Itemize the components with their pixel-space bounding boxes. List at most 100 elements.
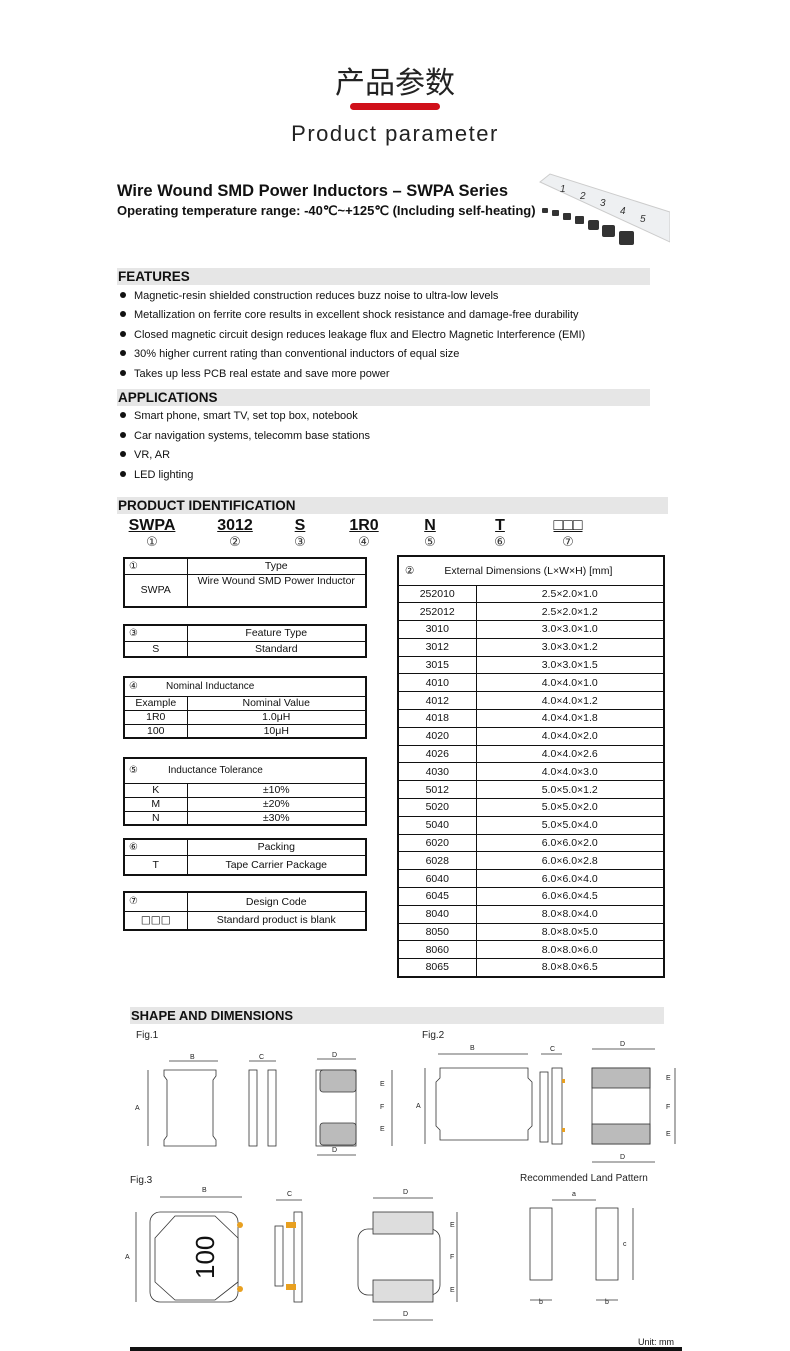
table-cell: N <box>123 810 188 826</box>
svg-text:F: F <box>666 1104 670 1111</box>
table-row: 3010 3.0×3.0×1.0 <box>397 620 665 639</box>
part-code-number: ④ <box>358 535 370 550</box>
size-dimensions: 3.0×3.0×1.2 <box>475 637 665 657</box>
table-row: 3015 3.0×3.0×1.5 <box>397 655 665 675</box>
table-row: 252012 2.5×2.0×1.2 <box>397 602 665 622</box>
table-num: ② <box>405 564 415 577</box>
size-code: 4030 <box>397 762 477 782</box>
size-code: 6045 <box>397 887 477 906</box>
table-cell: M <box>123 796 188 812</box>
size-code: 8065 <box>397 958 477 978</box>
size-dimensions: 2.5×2.0×1.2 <box>475 602 665 622</box>
svg-text:C: C <box>550 1046 555 1053</box>
ruler-mark: 3 <box>600 198 606 209</box>
ruler-mark: 1 <box>560 184 566 195</box>
size-dimensions: 4.0×4.0×1.8 <box>475 709 665 728</box>
fig1-side-view: C <box>248 1054 277 1147</box>
table-cell: 100 <box>123 723 188 739</box>
table-row: 5012 5.0×5.0×1.2 <box>397 780 665 800</box>
fig2-bottom-view: D D E F E <box>591 1041 676 1163</box>
size-code: 3012 <box>397 637 477 657</box>
svg-text:E: E <box>666 1075 671 1082</box>
svg-text:c: c <box>623 1241 627 1248</box>
size-dimensions: 6.0×6.0×4.0 <box>475 869 665 889</box>
table-title: Type <box>186 557 367 575</box>
size-dimensions: 8.0×8.0×5.0 <box>475 922 665 942</box>
features-heading: FEATURES <box>117 268 650 285</box>
table-row: 5040 5.0×5.0×4.0 <box>397 815 665 835</box>
size-dimensions: 3.0×3.0×1.5 <box>475 655 665 675</box>
table-cell: S <box>123 640 188 658</box>
feature-item: Magnetic-resin shielded construction red… <box>120 289 498 303</box>
part-code-number: ① <box>146 535 158 550</box>
svg-text:A: A <box>125 1254 130 1261</box>
size-code: 6040 <box>397 869 477 889</box>
table-title: Feature Type <box>186 624 367 642</box>
table-cell: SWPA <box>123 573 188 608</box>
part-code-segment: T <box>495 517 505 534</box>
fig2-top-view: BA <box>416 1045 533 1144</box>
application-item: LED lighting <box>120 468 193 482</box>
fig1-bottom-view: D D E F E <box>315 1052 393 1156</box>
part-code-segment: 1R0 <box>349 517 379 534</box>
svg-text:E: E <box>380 1126 385 1133</box>
svg-text:A: A <box>416 1103 421 1110</box>
feature-item: Metallization on ferrite core results in… <box>120 308 579 322</box>
size-dimensions: 8.0×8.0×4.0 <box>475 904 665 924</box>
table-row: 6028 6.0×6.0×2.8 <box>397 851 665 871</box>
part-code-number: ⑥ <box>494 535 506 550</box>
table-cell: 1R0 <box>123 709 188 725</box>
application-item: Car navigation systems, telecomm base st… <box>120 429 370 443</box>
table-cell: ±20% <box>186 796 367 812</box>
column-header: Nominal Value <box>186 695 367 711</box>
size-code: 8040 <box>397 904 477 924</box>
table-num: ③ <box>123 624 188 642</box>
size-dimensions: 6.0×6.0×2.0 <box>475 833 665 853</box>
application-item: Smart phone, smart TV, set top box, note… <box>120 409 358 423</box>
title-accent-bar <box>350 103 440 110</box>
fig3-bottom-view: D D E F E <box>357 1189 458 1321</box>
size-code: 4018 <box>397 709 477 728</box>
table-cell: Wire Wound SMD Power Inductor <box>186 573 367 608</box>
svg-text:D: D <box>332 1052 337 1059</box>
size-code: 4020 <box>397 726 477 746</box>
svg-text:F: F <box>450 1254 454 1261</box>
svg-text:E: E <box>450 1287 455 1294</box>
table-row: 6020 6.0×6.0×2.0 <box>397 833 665 853</box>
size-dimensions: 6.0×6.0×2.8 <box>475 851 665 871</box>
table-row: 5020 5.0×5.0×2.0 <box>397 798 665 817</box>
fig3-label: Fig.3 <box>130 1175 153 1186</box>
size-code: 3010 <box>397 620 477 639</box>
product-ruler-image: 1 2 3 4 5 <box>539 173 670 245</box>
identification-heading: PRODUCT IDENTIFICATION <box>117 497 668 514</box>
packing-table: ⑥ Packing T Tape Carrier Package <box>123 838 367 876</box>
part-code-segment: 3012 <box>217 517 253 534</box>
design-code-table: ⑦ Design Code □□□ Standard product is blan… <box>123 891 367 931</box>
size-dimensions: 4.0×4.0×2.6 <box>475 744 665 764</box>
table-row: 4030 4.0×4.0×3.0 <box>397 762 665 782</box>
size-code: 5040 <box>397 815 477 835</box>
applications-heading: APPLICATIONS <box>117 389 650 406</box>
svg-text:b: b <box>539 1299 543 1306</box>
part-code-segment: N <box>424 517 436 534</box>
size-code: 252010 <box>397 584 477 604</box>
svg-text:A: A <box>135 1105 140 1112</box>
table-row: 8040 8.0×8.0×4.0 <box>397 904 665 924</box>
svg-text:F: F <box>380 1104 384 1111</box>
table-title: Packing <box>186 838 367 856</box>
part-code-number: ⑤ <box>424 535 436 550</box>
table-cell: ±30% <box>186 810 367 826</box>
table-cell: Standard product is blank <box>186 910 367 931</box>
feature-item: Takes up less PCB real estate and save m… <box>120 367 390 381</box>
shape-heading: SHAPE AND DIMENSIONS <box>130 1007 664 1024</box>
svg-text:D: D <box>620 1154 625 1161</box>
size-dimensions: 4.0×4.0×3.0 <box>475 762 665 782</box>
table-num: ⑤ <box>129 765 138 777</box>
table-title: Nominal Inductance <box>165 681 255 693</box>
part-code-segment: SWPA <box>128 517 176 534</box>
table-cell: 10μH <box>186 723 367 739</box>
part-code-number: ⑦ <box>562 535 574 550</box>
size-code: 6020 <box>397 833 477 853</box>
part-code-number: ② <box>229 535 241 550</box>
ruler-mark: 5 <box>640 214 646 225</box>
